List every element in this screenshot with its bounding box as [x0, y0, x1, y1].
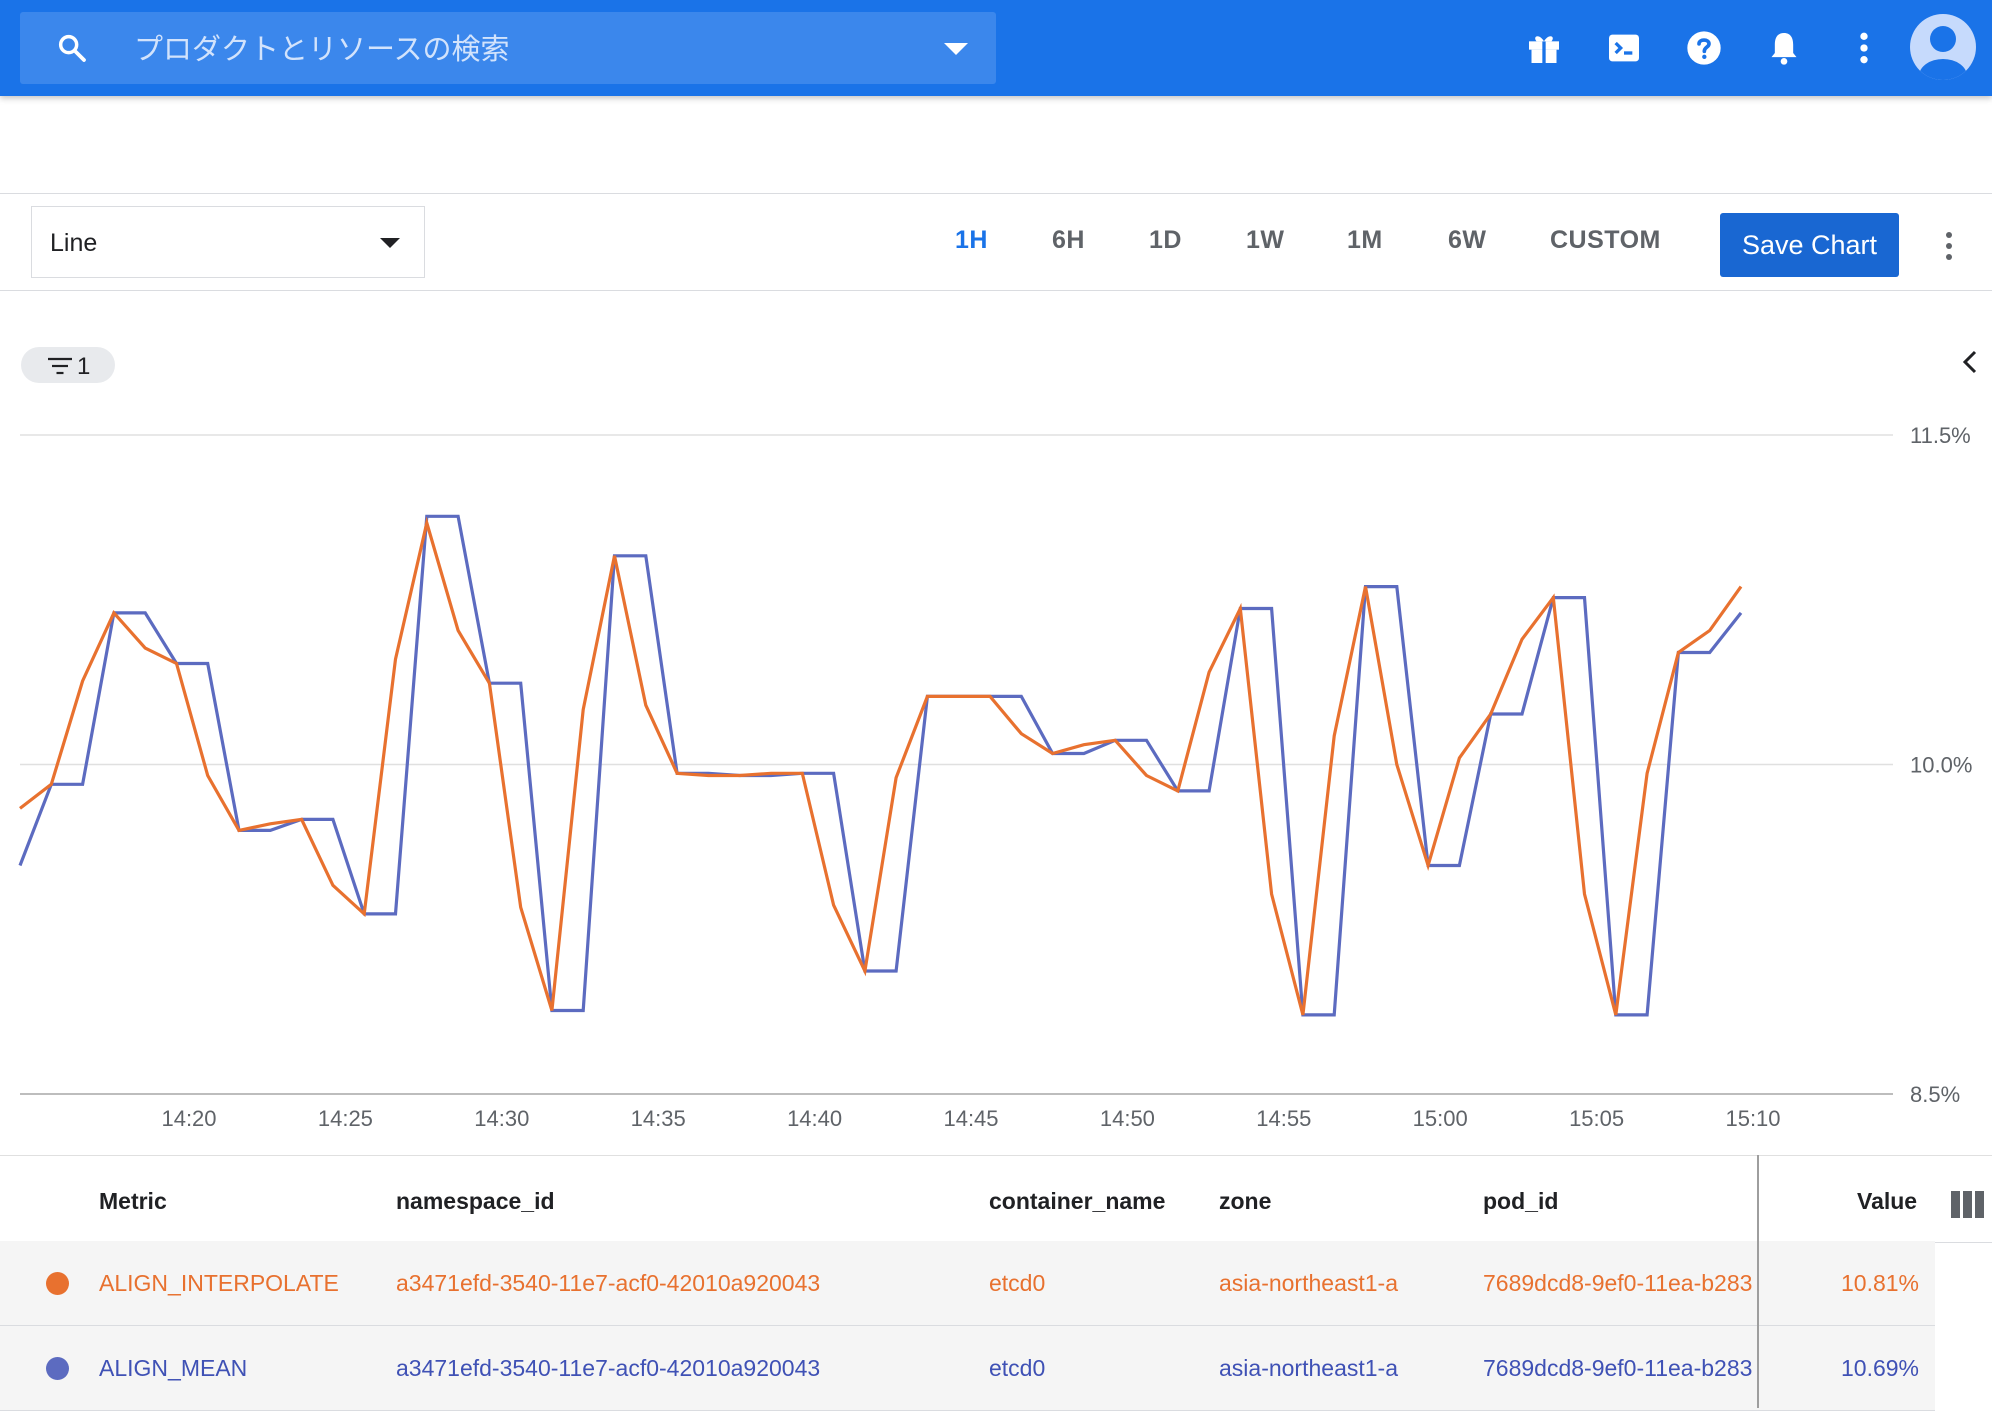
y-tick-label: 8.5% [1910, 1082, 1960, 1107]
cloud-shell-icon[interactable] [1604, 28, 1644, 68]
search-input[interactable] [132, 26, 916, 72]
x-tick-label: 14:55 [1256, 1106, 1311, 1130]
cell-namespace-id: a3471efd-3540-11e7-acf0-42010a920043 [396, 1270, 821, 1296]
range-6w-button[interactable]: 6W [1448, 226, 1487, 254]
series-color-dot [46, 1357, 69, 1380]
search-icon [58, 34, 86, 62]
search-box[interactable] [20, 12, 996, 84]
help-icon[interactable] [1684, 28, 1724, 68]
cell-zone: asia-northeast1-a [1219, 1355, 1398, 1381]
range-1h-button[interactable]: 1H [955, 226, 988, 254]
cell-pod-id: 7689dcd8-9ef0-11ea-b283 [1483, 1270, 1753, 1296]
range-1w-button[interactable]: 1W [1246, 226, 1285, 254]
header-zone[interactable]: zone [1219, 1188, 1272, 1214]
column-settings-icon[interactable] [1951, 1191, 1984, 1218]
range-6h-button[interactable]: 6H [1052, 226, 1085, 254]
cell-pod-id: 7689dcd8-9ef0-11ea-b283 [1483, 1355, 1753, 1381]
cell-metric: ALIGN_INTERPOLATE [99, 1270, 339, 1296]
x-tick-label: 14:50 [1100, 1106, 1155, 1130]
top-bar [0, 0, 1992, 96]
chart-more-options-icon[interactable] [1946, 232, 1954, 265]
filter-count: 1 [77, 353, 91, 380]
chart-type-value: Line [50, 229, 98, 257]
header-metric[interactable]: Metric [99, 1188, 167, 1214]
search-dropdown-icon[interactable] [944, 43, 968, 55]
collapse-panel-icon[interactable] [1958, 348, 1982, 376]
x-tick-label: 14:30 [474, 1106, 529, 1130]
cell-zone: asia-northeast1-a [1219, 1270, 1398, 1296]
x-tick-label: 15:00 [1413, 1106, 1468, 1130]
filter-chip[interactable]: 1 [21, 347, 115, 383]
y-tick-label: 11.5% [1910, 423, 1971, 448]
header-namespace-id[interactable]: namespace_id [396, 1188, 555, 1214]
header-value[interactable]: Value [1857, 1188, 1918, 1214]
cell-value: 10.69% [1840, 1355, 1919, 1381]
range-1d-button[interactable]: 1D [1149, 226, 1182, 254]
cell-container-name: etcd0 [989, 1270, 1046, 1296]
person-icon [1919, 26, 1967, 80]
x-tick-label: 14:20 [161, 1106, 216, 1130]
cell-namespace-id: a3471efd-3540-11e7-acf0-42010a920043 [396, 1355, 821, 1381]
x-tick-label: 15:10 [1725, 1106, 1780, 1130]
y-tick-label: 10.0% [1910, 753, 1972, 778]
table-header: Metric namespace_id container_name zone … [0, 1155, 1992, 1243]
x-tick-label: 14:40 [787, 1106, 842, 1130]
x-tick-label: 14:35 [631, 1106, 686, 1130]
cell-value: 10.81% [1840, 1270, 1919, 1296]
table-row[interactable]: ALIGN_INTERPOLATE a3471efd-3540-11e7-acf… [0, 1241, 1935, 1326]
cell-container-name: etcd0 [989, 1355, 1046, 1381]
line-chart: 11.5% 10.0% 8.5% 14:20 14:25 14:30 14:35 14:40 1… [18, 423, 1972, 1130]
chart-toolbar: Line 1H 6H 1D 1W 1M 6W CUSTOM Save Chart [0, 193, 1992, 291]
series-color-dot [46, 1272, 69, 1295]
series-line-align-mean[interactable] [18, 514, 1743, 1017]
notifications-icon[interactable] [1764, 28, 1804, 68]
account-avatar[interactable] [1910, 14, 1976, 80]
header-container-name[interactable]: container_name [989, 1188, 1166, 1214]
cell-metric: ALIGN_MEAN [99, 1355, 248, 1381]
x-tick-label: 15:05 [1569, 1106, 1624, 1130]
range-custom-button[interactable]: CUSTOM [1550, 226, 1661, 254]
x-tick-label: 14:45 [943, 1106, 998, 1130]
value-column-divider [1757, 1155, 1759, 1408]
range-1m-button[interactable]: 1M [1347, 226, 1383, 254]
gift-icon[interactable] [1524, 28, 1564, 68]
series-line-align-interpolate[interactable] [19, 516, 1743, 1016]
table-row[interactable]: ALIGN_MEAN a3471efd-3540-11e7-acf0-42010… [0, 1326, 1935, 1411]
header-pod-id[interactable]: pod_id [1483, 1188, 1559, 1214]
save-chart-button[interactable]: Save Chart [1720, 213, 1899, 277]
filter-icon [48, 357, 72, 375]
chart-type-select[interactable]: Line [31, 206, 425, 278]
x-tick-label: 14:25 [318, 1106, 373, 1130]
chevron-down-icon [380, 238, 400, 248]
more-vert-icon[interactable] [1844, 28, 1884, 68]
